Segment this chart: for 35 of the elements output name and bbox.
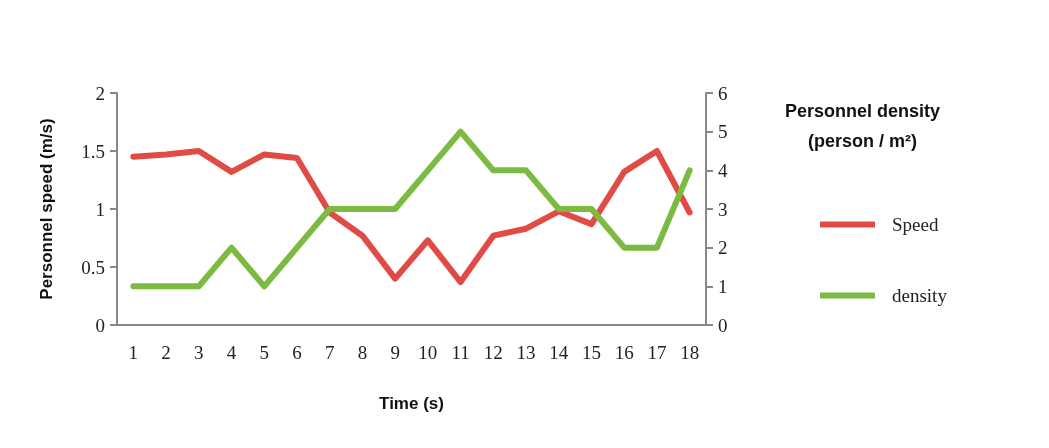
y-tick-label: 2	[95, 82, 105, 104]
y2-tick-label: 0	[718, 314, 728, 336]
x-tick-label: 15	[581, 342, 601, 363]
x-tick-label: 11	[451, 342, 470, 363]
x-tick-label: 13	[516, 342, 536, 363]
legend-label: density	[892, 285, 948, 306]
x-axis-title: Time (s)	[379, 394, 444, 413]
x-tick-label: 6	[292, 342, 302, 363]
y-tick-label: 1	[95, 198, 105, 220]
legend-label: Speed	[892, 214, 939, 235]
y2-tick-label: 2	[718, 237, 728, 259]
y2-tick-label: 5	[718, 121, 728, 143]
x-tick-label: 3	[194, 342, 204, 363]
x-tick-label: 17	[647, 342, 667, 363]
y2-axis-title: Personnel density (person / m²)	[783, 100, 942, 153]
y-tick-label: 1.5	[81, 140, 105, 162]
x-tick-label: 4	[226, 342, 237, 363]
x-tick-label: 18	[680, 342, 700, 363]
x-tick-label: 16	[614, 342, 634, 363]
x-tick-label: 1	[128, 342, 139, 363]
y2-tick-label: 4	[718, 159, 728, 181]
y2-tick-label: 3	[718, 198, 728, 220]
x-tick-label: 12	[483, 342, 503, 363]
x-tick-label: 2	[161, 342, 171, 363]
x-tick-label: 5	[259, 342, 269, 363]
y2-tick-label: 1	[718, 275, 728, 297]
y-tick-label: 0	[95, 314, 105, 336]
y-tick-label: 0.5	[81, 256, 105, 278]
x-tick-label: 7	[324, 342, 335, 363]
x-tick-label: 8	[357, 342, 368, 363]
x-tick-label: 10	[418, 342, 438, 363]
y2-tick-label: 6	[718, 82, 728, 104]
x-tick-label: 14	[549, 342, 569, 363]
y-axis-title: Personnel speed (m/s)	[37, 118, 56, 300]
x-tick-label: 9	[390, 342, 400, 363]
